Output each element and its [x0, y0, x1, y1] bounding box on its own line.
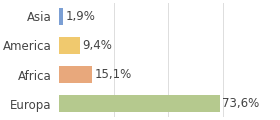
Bar	[59, 95, 220, 112]
Text: 1,9%: 1,9%	[66, 10, 96, 23]
Bar	[59, 8, 63, 25]
Text: 15,1%: 15,1%	[95, 68, 132, 81]
Bar	[59, 66, 92, 83]
Bar	[59, 37, 80, 54]
Text: 9,4%: 9,4%	[82, 39, 112, 52]
Text: 73,6%: 73,6%	[222, 97, 260, 110]
